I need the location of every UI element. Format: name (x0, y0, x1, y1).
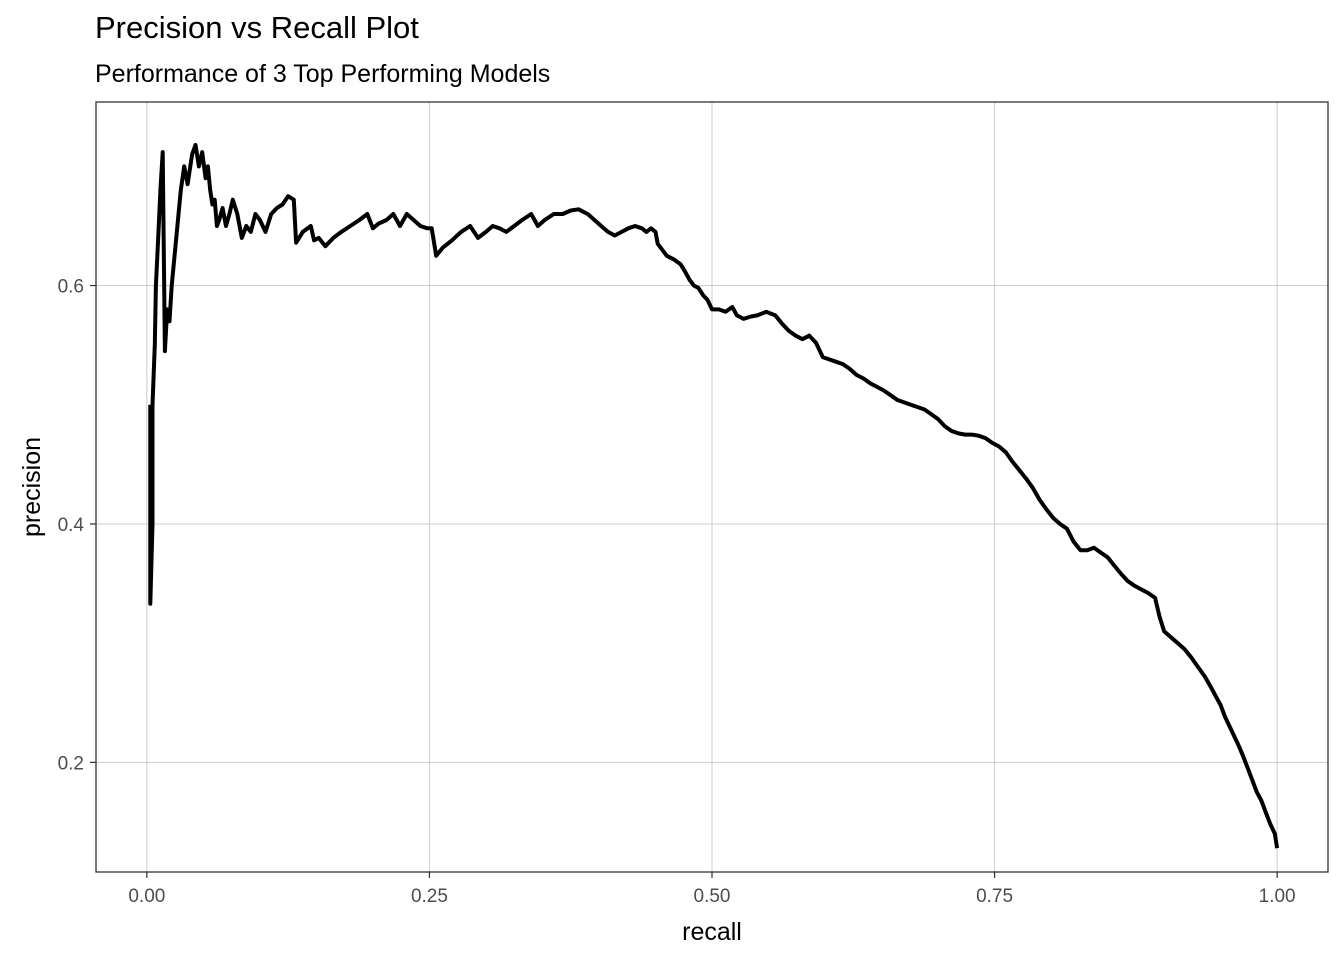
pr-curve-line (148, 142, 1280, 849)
x-axis-title: recall (682, 918, 742, 946)
y-tick-label: 0.6 (58, 277, 84, 298)
chart-subtitle: Performance of 3 Top Performing Models (95, 60, 551, 88)
x-tick-label: 1.00 (1259, 886, 1296, 907)
axis-ticks: 0.00 0.25 0.50 0.75 1.00 0.2 0.4 0.6 (58, 277, 1296, 907)
x-tick-label: 0.50 (694, 886, 731, 907)
grid-lines (96, 102, 1328, 872)
y-tick-label: 0.4 (58, 515, 85, 536)
x-tick-label: 0.75 (976, 886, 1013, 907)
x-tick-label: 0.25 (411, 886, 448, 907)
series-layer (148, 142, 1280, 849)
y-tick-label: 0.2 (58, 753, 84, 774)
x-tick-label: 0.00 (128, 886, 165, 907)
chart-title: Precision vs Recall Plot (95, 10, 419, 45)
y-axis-title: precision (18, 437, 46, 537)
